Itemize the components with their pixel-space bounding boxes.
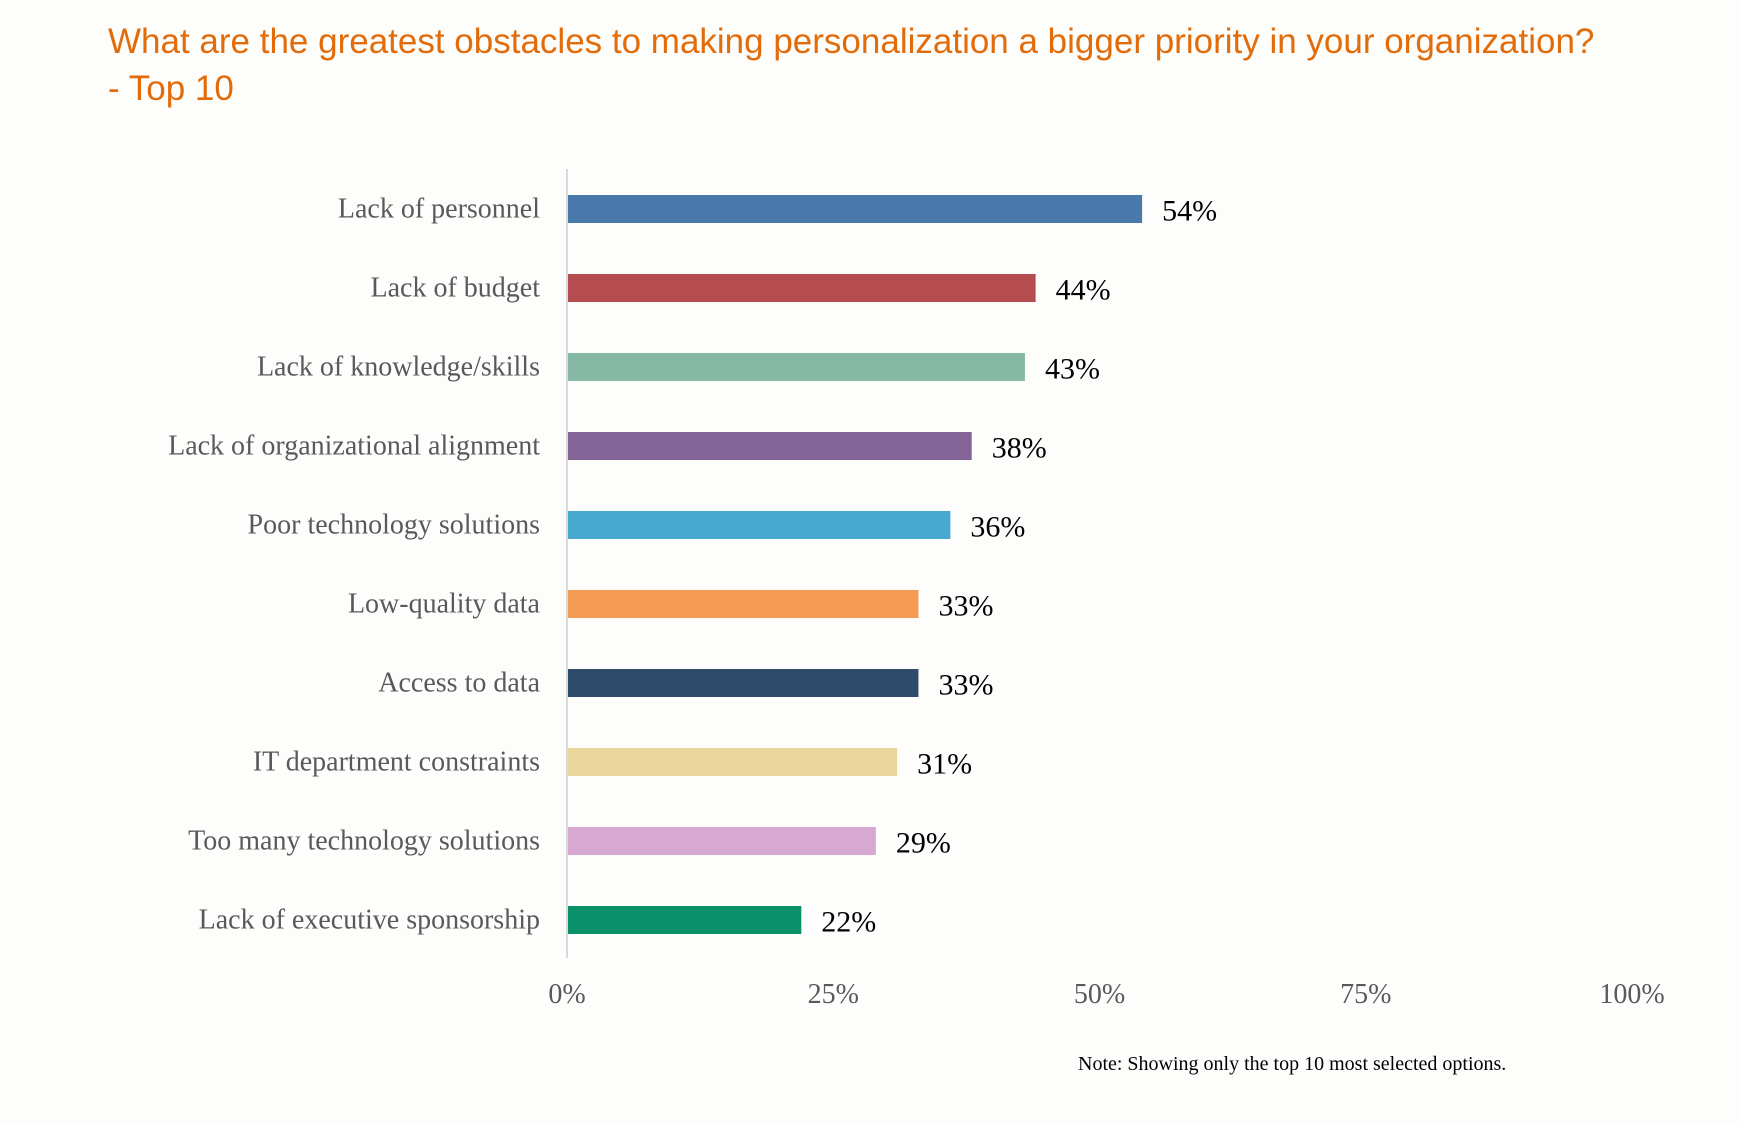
chart-note: Note: Showing only the top 10 most selec…: [1078, 1053, 1507, 1075]
bar: [568, 353, 1025, 381]
category-label: Lack of personnel: [338, 194, 540, 225]
chart-title: What are the greatest obstacles to makin…: [108, 22, 1595, 108]
category-label: Lack of knowledge/skills: [257, 352, 540, 383]
value-labels: 54% 44% 43% 38% 36% 33% 33% 31% 29% 22%: [821, 195, 1217, 939]
x-tick-label: 25%: [808, 979, 859, 1010]
bar: [568, 195, 1143, 223]
bar: [568, 511, 951, 539]
x-tick-label: 100%: [1599, 979, 1664, 1010]
value-label: 33%: [938, 590, 993, 623]
bar: [568, 590, 919, 618]
category-label: Lack of budget: [371, 273, 541, 304]
x-tick-label: 50%: [1074, 979, 1125, 1010]
value-label: 36%: [970, 511, 1025, 544]
category-label: Access to data: [378, 668, 540, 699]
value-label: 54%: [1162, 195, 1217, 228]
bar: [568, 827, 876, 855]
bar: [568, 906, 802, 934]
category-label: Too many technology solutions: [188, 826, 540, 857]
x-tick-label: 0%: [548, 979, 585, 1010]
x-axis-ticks: 0% 25% 50% 75% 100%: [548, 979, 1664, 1010]
bar: [568, 748, 898, 776]
category-label: Poor technology solutions: [248, 510, 540, 541]
bar: [568, 432, 972, 460]
value-label: 43%: [1045, 353, 1100, 386]
value-label: 44%: [1056, 274, 1111, 307]
x-tick-label: 75%: [1340, 979, 1391, 1010]
value-label: 38%: [992, 432, 1047, 465]
value-label: 22%: [821, 906, 876, 939]
value-label: 29%: [896, 827, 951, 860]
category-labels: Lack of personnel Lack of budget Lack of k…: [168, 194, 540, 936]
value-label: 31%: [917, 748, 972, 781]
bar: [568, 274, 1036, 302]
value-label: 33%: [938, 669, 993, 702]
category-label: IT department constraints: [253, 747, 540, 778]
category-label: Lack of organizational alignment: [168, 431, 540, 462]
bars-layer: [568, 195, 1143, 934]
bar: [568, 669, 919, 697]
category-label: Lack of executive sponsorship: [199, 905, 540, 936]
category-label: Low-quality data: [348, 589, 541, 620]
